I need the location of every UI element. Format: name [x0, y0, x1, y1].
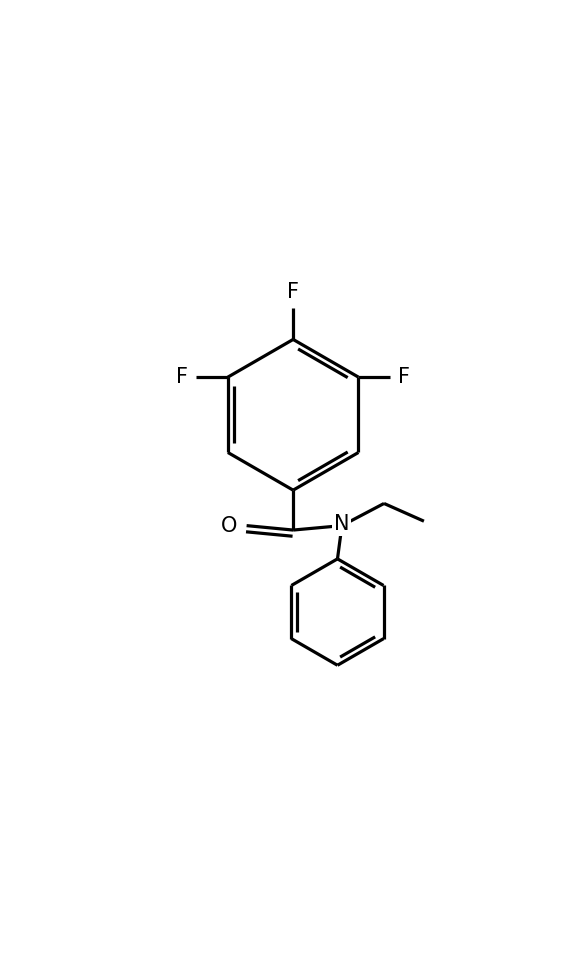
Text: F: F [287, 282, 299, 302]
Text: N: N [334, 514, 349, 534]
Text: F: F [176, 368, 188, 387]
Text: F: F [398, 368, 410, 387]
Text: O: O [220, 516, 237, 535]
